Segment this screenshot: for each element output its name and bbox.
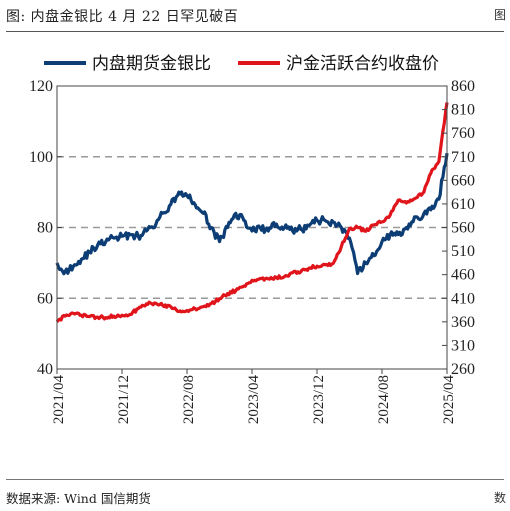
y-right-tick-label: 510 [451, 243, 475, 260]
y-right-tick-label: 360 [451, 314, 475, 331]
x-tick-label: 2023/04 [246, 375, 262, 425]
y-left-tick-label: 100 [29, 149, 53, 166]
legend-label-ratio: 内盘期货金银比 [92, 54, 211, 74]
footer-divider [6, 479, 504, 480]
y-left-tick-label: 80 [37, 220, 53, 237]
y-right-tick-label: 760 [451, 125, 475, 142]
y-left-tick-label: 120 [29, 78, 53, 95]
corner-label-bottom: 数 [493, 491, 506, 505]
y-right-tick-label: 860 [451, 78, 475, 95]
corner-label-top: 图 [493, 8, 506, 22]
y-right-tick-label: 610 [451, 196, 475, 213]
series-lines [55, 102, 449, 323]
x-tick-label: 2021/04 [51, 375, 67, 425]
series-line-2 [55, 102, 449, 323]
chart-canvas: 40 60 80 100 120 260 310 360 410 460 510 560 610 660 7… [29, 54, 475, 424]
y-right-tick-label: 460 [451, 267, 475, 284]
y-left-tick-label: 40 [37, 361, 53, 378]
y-right-tick-label: 660 [451, 172, 475, 189]
y-right-tick-label: 310 [451, 337, 475, 354]
legend-label-price: 沪金活跃合约收盘价 [286, 54, 439, 74]
x-tick-label: 2022/08 [181, 375, 197, 424]
y-left-tick-label: 60 [37, 290, 53, 307]
x-tick-label: 2025/04 [441, 375, 457, 425]
x-tick-label: 2023/12 [311, 375, 327, 424]
x-tick-label: 2021/12 [116, 375, 132, 424]
y-right-tick-label: 560 [451, 220, 475, 237]
y-right-tick-label: 260 [451, 361, 475, 378]
chart-title: 图: 内盘金银比 4 月 22 日罕见破百 [6, 9, 239, 25]
title-divider [6, 31, 504, 32]
source-note: 数据来源: Wind 国信期货 [6, 491, 151, 506]
y-right-tick-label: 410 [451, 290, 475, 307]
x-tick-label: 2024/08 [376, 375, 392, 424]
series-line-1 [55, 152, 449, 276]
legend: 内盘期货金银比 沪金活跃合约收盘价 [44, 54, 439, 74]
y-right-tick-label: 810 [451, 102, 475, 119]
axes: 40 60 80 100 120 260 310 360 410 460 510 560 610 660 7… [29, 78, 475, 424]
y-right-tick-label: 710 [451, 149, 475, 166]
